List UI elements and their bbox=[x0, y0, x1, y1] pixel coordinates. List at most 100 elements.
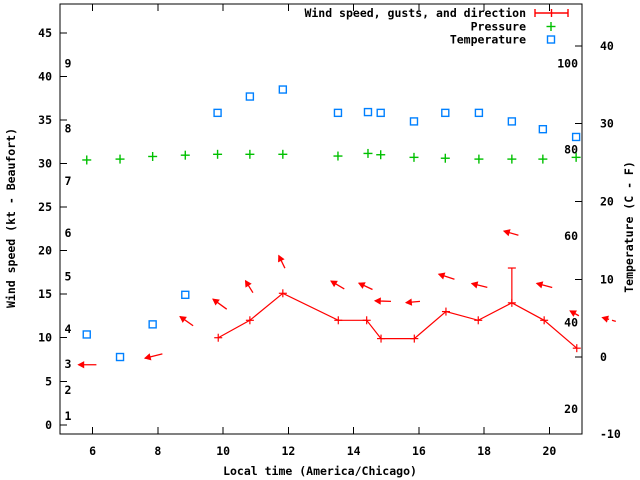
arrow-head bbox=[404, 298, 413, 306]
fahrenheit-scale-label: 60 bbox=[564, 229, 578, 243]
beaufort-scale-label: 7 bbox=[65, 174, 72, 188]
legend-label-pressure: Pressure bbox=[471, 20, 526, 34]
y-right-tick-label: 40 bbox=[600, 39, 614, 53]
pressure-point bbox=[474, 154, 484, 164]
y-right-tick-label: -10 bbox=[600, 427, 621, 441]
arrow-head bbox=[373, 297, 381, 305]
legend-item-temperature: Temperature bbox=[450, 33, 556, 47]
wind-speed-point bbox=[540, 316, 549, 325]
pressure-point bbox=[538, 154, 548, 164]
x-tick-label: 20 bbox=[542, 444, 556, 458]
temperature-point bbox=[115, 352, 125, 362]
wind-direction-arrow bbox=[143, 353, 163, 361]
legend-label-wind: Wind speed, gusts, and direction bbox=[304, 6, 526, 20]
wind-speed-point bbox=[507, 298, 516, 307]
fahrenheit-scale-label: 80 bbox=[564, 143, 578, 157]
wind-speed-point bbox=[474, 316, 483, 325]
legend-label-temperature: Temperature bbox=[450, 33, 526, 47]
errorbar-sample-icon bbox=[534, 9, 569, 17]
y-left-tick-label: 20 bbox=[38, 244, 52, 258]
pressure-point bbox=[180, 150, 190, 160]
wind-speed-point bbox=[410, 334, 419, 343]
temperature-point bbox=[474, 108, 484, 118]
fahrenheit-scale-label: 20 bbox=[564, 402, 578, 416]
square-sample-icon bbox=[546, 35, 556, 44]
beaufort-scale-label: 4 bbox=[65, 322, 72, 336]
pressure-point bbox=[213, 149, 223, 159]
temperature-point bbox=[538, 124, 548, 134]
wind-direction-arrow bbox=[470, 281, 488, 289]
wind-direction-arrows bbox=[77, 229, 616, 369]
x-tick-label: 12 bbox=[281, 444, 295, 458]
y-left-tick-label: 0 bbox=[45, 418, 52, 432]
y-right-tick-label: 0 bbox=[600, 350, 607, 364]
temperature-point bbox=[376, 108, 385, 118]
temperature-point bbox=[245, 92, 255, 101]
y-left-tick-label: 35 bbox=[38, 113, 52, 127]
wind-speed-line bbox=[217, 292, 578, 349]
pressure-point bbox=[278, 149, 288, 159]
temperature-point bbox=[148, 320, 157, 329]
wind-direction-arrow bbox=[330, 280, 345, 290]
arrow-head bbox=[357, 282, 366, 289]
wind-speed-point bbox=[245, 316, 254, 325]
y2-axis-label: Temperature (C - F) bbox=[622, 161, 636, 293]
arrow-head bbox=[143, 353, 152, 361]
pressure-point bbox=[333, 151, 343, 161]
arrow-head bbox=[502, 229, 511, 237]
fahrenheit-scale-label: 100 bbox=[557, 56, 578, 70]
arrow-head bbox=[179, 315, 187, 323]
y-right-tick-label: 20 bbox=[600, 195, 614, 209]
y-right-tick-label: 30 bbox=[600, 117, 614, 131]
wind-speed-point bbox=[572, 344, 581, 353]
y-left-tick-label: 40 bbox=[38, 69, 52, 83]
pressure-point bbox=[507, 154, 517, 164]
wind-speed-point bbox=[214, 333, 223, 342]
x-axis-label: Local time (America/Chicago) bbox=[223, 464, 417, 478]
wind-direction-arrow bbox=[212, 298, 228, 310]
x-tick-label: 6 bbox=[89, 444, 96, 458]
wind-speed-point bbox=[362, 316, 371, 325]
pressure-point bbox=[440, 153, 450, 163]
wind-direction-arrow bbox=[244, 279, 254, 294]
arrow-head bbox=[569, 310, 577, 317]
plus-sample-icon bbox=[546, 22, 556, 31]
wind-speed-point bbox=[377, 334, 386, 343]
legend-item-pressure: Pressure bbox=[471, 20, 556, 34]
pressure-series bbox=[82, 148, 581, 165]
beaufort-scale-label: 2 bbox=[65, 383, 72, 397]
beaufort-scale-label: 1 bbox=[65, 409, 72, 423]
pressure-point bbox=[82, 155, 92, 165]
x-tick-label: 18 bbox=[477, 444, 491, 458]
temperature-point bbox=[213, 108, 222, 118]
y-right-tick-label: 10 bbox=[600, 272, 614, 286]
x-tick-label: 10 bbox=[216, 444, 230, 458]
wind-direction-arrow bbox=[373, 297, 392, 305]
pressure-point bbox=[409, 152, 419, 162]
temperature-point bbox=[278, 85, 288, 94]
arrow-head bbox=[470, 281, 479, 289]
temperature-point bbox=[409, 117, 419, 126]
wind-direction-arrow bbox=[404, 298, 421, 306]
wind-direction-arrow bbox=[357, 282, 373, 291]
y-left-tick-label: 45 bbox=[38, 26, 52, 40]
wind-direction-arrow bbox=[601, 315, 616, 323]
arrow-head bbox=[244, 279, 252, 288]
temperature-point bbox=[571, 132, 581, 142]
temperature-point bbox=[333, 108, 343, 118]
pressure-point bbox=[148, 151, 158, 161]
pressure-point bbox=[376, 150, 386, 160]
temperature-point bbox=[441, 108, 450, 118]
x-tick-label: 16 bbox=[412, 444, 426, 458]
arrow-head bbox=[601, 315, 609, 323]
beaufort-scale-label: 3 bbox=[65, 357, 72, 371]
y-left-tick-label: 25 bbox=[38, 200, 52, 214]
beaufort-scale-label: 5 bbox=[65, 270, 72, 284]
y-left-tick-label: 5 bbox=[45, 374, 52, 388]
beaufort-scale-label: 8 bbox=[65, 122, 72, 136]
wind-direction-arrow bbox=[278, 254, 286, 269]
legend-item-wind: Wind speed, gusts, and direction bbox=[304, 6, 569, 20]
y-left-tick-label: 15 bbox=[38, 287, 52, 301]
